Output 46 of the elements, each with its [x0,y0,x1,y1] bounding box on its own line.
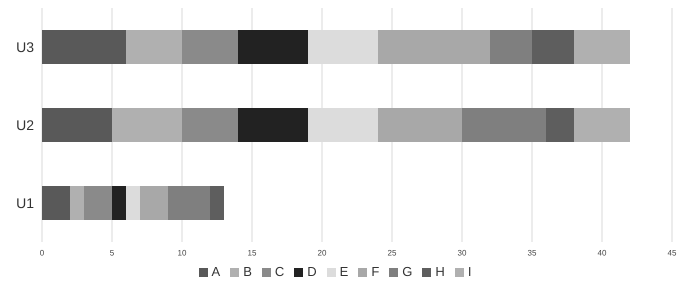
x-tick-label: 5 [110,248,115,258]
bar [182,108,238,142]
bar [462,108,546,142]
bar [42,30,126,64]
x-tick-label: 0 [40,248,45,258]
bar [378,108,462,142]
bar [126,186,140,220]
bar [112,108,182,142]
legend-label: G [402,264,412,279]
legend-label: E [340,264,348,279]
bar [574,30,630,64]
legend-label: C [274,264,284,279]
y-tick-label: U1 [16,194,34,211]
bar [70,186,84,220]
x-tick-label: 10 [178,248,187,258]
x-tick-label: 40 [598,248,607,258]
bar [378,30,490,64]
x-tick-label: 35 [528,248,537,258]
bar [238,30,308,64]
bar [532,30,574,64]
bar [126,30,182,64]
bar [42,108,112,142]
x-tick-label: 20 [318,248,327,258]
legend-label: I [468,264,472,279]
x-tick-label: 25 [388,248,397,258]
bar [168,186,210,220]
bar [182,30,238,64]
bar [546,108,574,142]
legend-label: F [371,264,380,279]
y-tick-label: U2 [16,116,34,133]
bar [574,108,630,142]
x-tick-label: 15 [248,248,257,258]
legend-label: D [307,264,317,279]
bar [84,186,112,220]
bar [42,186,70,220]
bar [238,108,308,142]
legend-label: B [243,264,252,279]
bar [210,186,224,220]
x-tick-label: 45 [668,248,677,258]
y-tick-label: U3 [16,38,34,55]
bar [140,186,168,220]
x-tick-label: 30 [458,248,467,258]
legend-label: A [212,264,220,279]
legend-label: H [435,264,445,279]
bar [112,186,126,220]
bar [490,30,532,64]
